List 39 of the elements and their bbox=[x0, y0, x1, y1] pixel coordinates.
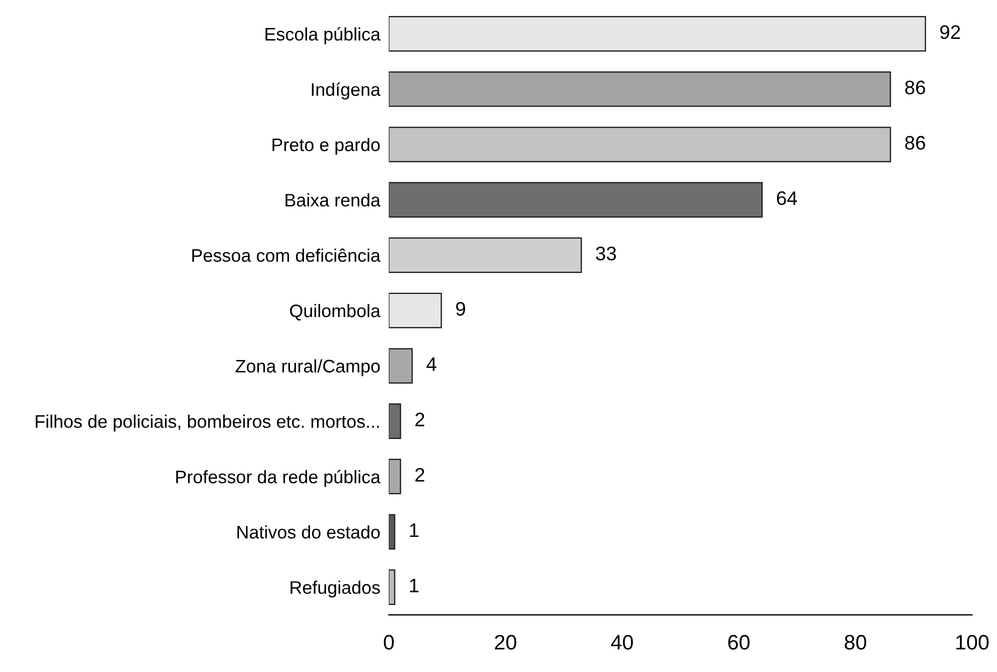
data-label: 2 bbox=[415, 412, 424, 426]
y-tick-label: Preto e pardo bbox=[272, 138, 380, 155]
data-label: 64 bbox=[776, 191, 798, 206]
bar bbox=[388, 292, 442, 328]
bar bbox=[388, 569, 396, 605]
data-label: 1 bbox=[410, 578, 418, 592]
x-tick-label: 20 bbox=[494, 634, 516, 650]
y-tick-label: Refugiados bbox=[290, 580, 380, 598]
y-tick-label: Pessoa com deficiência bbox=[192, 248, 381, 262]
data-label: 33 bbox=[596, 246, 616, 260]
x-tick-label: 100 bbox=[956, 634, 989, 650]
y-tick-label: Zona rural/Campo bbox=[236, 359, 380, 376]
data-label: 1 bbox=[410, 524, 418, 537]
bar bbox=[388, 348, 413, 384]
bar bbox=[388, 16, 926, 52]
data-label: 92 bbox=[940, 25, 960, 40]
y-tick-label: Indígena bbox=[312, 82, 381, 100]
y-tick-label: Quilombola bbox=[290, 304, 380, 320]
bar bbox=[388, 71, 892, 107]
y-tick-label: Filhos de policiais, bombeiros etc. mortos... bbox=[36, 414, 379, 432]
y-tick-label: Escola pública bbox=[266, 27, 380, 44]
x-tick-label: 0 bbox=[384, 634, 394, 650]
y-tick-label: Professor da rede pública bbox=[176, 470, 381, 487]
x-tick-label: 80 bbox=[844, 634, 866, 650]
y-tick-label: Nativos do estado bbox=[237, 525, 380, 539]
bar bbox=[388, 514, 396, 550]
data-label: 4 bbox=[426, 357, 436, 371]
bar bbox=[388, 182, 763, 218]
bar bbox=[388, 458, 402, 494]
bar bbox=[388, 126, 892, 162]
x-tick-label: 40 bbox=[611, 634, 633, 650]
x-tick-label: 60 bbox=[728, 634, 750, 650]
bar bbox=[388, 403, 402, 439]
data-label: 86 bbox=[905, 136, 926, 150]
data-label: 9 bbox=[456, 302, 466, 316]
data-label: 86 bbox=[905, 80, 926, 94]
data-label: 2 bbox=[415, 468, 424, 482]
y-tick-label: Baixa renda bbox=[286, 193, 380, 207]
bar bbox=[388, 237, 582, 273]
